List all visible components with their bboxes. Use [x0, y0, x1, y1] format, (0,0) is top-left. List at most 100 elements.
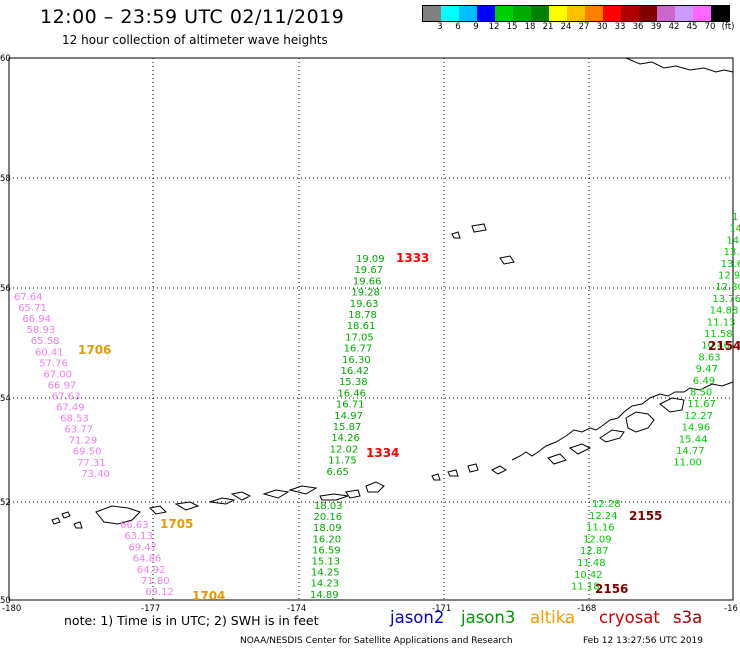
swh-value: 12.02 [330, 444, 359, 455]
swh-value: 16.77 [344, 344, 373, 355]
color-scale-label: 45 [686, 22, 698, 32]
color-scale-swatch [531, 6, 549, 21]
swh-value: 12.24 [589, 511, 618, 522]
color-scale-label: (ft) [721, 22, 735, 32]
swh-value: 73.40 [81, 469, 110, 480]
swh-value: 65.58 [31, 336, 60, 347]
swh-value: 14.26 [331, 433, 360, 444]
swh-value: 67.49 [56, 403, 85, 414]
swh-value: 13.76 [712, 294, 740, 305]
pass-time-label: 2155 [629, 509, 662, 523]
color-scale-label: 42 [668, 22, 680, 32]
swh-value: 17.05 [345, 332, 374, 343]
color-scale-swatch [657, 6, 675, 21]
x-tick-label: -168 [577, 604, 596, 614]
swh-value: 14 [726, 235, 739, 246]
alaska-peninsula-coast [511, 381, 734, 461]
satellite-legend-cryosat: cryosat [599, 608, 660, 627]
y-tick-label: 54 [0, 394, 11, 404]
map-subtitle: 12 hour collection of altimeter wave hei… [62, 33, 328, 47]
swh-value: 18.03 [314, 501, 343, 512]
color-scale-label: 24 [560, 22, 572, 32]
color-scale-label: 36 [632, 22, 644, 32]
coastlines [51, 57, 734, 529]
track-1704: 1704 [192, 589, 225, 603]
y-tick-label: 56 [0, 284, 11, 294]
map-frame [8, 57, 734, 601]
color-scale-swatch [675, 6, 693, 21]
track-1333: 19.0919.6719.6619.2819.6318.7818.6117.05… [327, 251, 430, 478]
map-title: 12:00 – 23:59 UTC 02/11/2019 [40, 6, 345, 28]
y-tick-label: 58 [0, 174, 11, 184]
swh-value: 11.00 [673, 458, 702, 469]
swh-value: 6.65 [327, 467, 349, 478]
swh-value: 16.42 [341, 366, 370, 377]
swh-value: 12.87 [580, 546, 609, 557]
swh-value: 14.89 [310, 590, 339, 601]
swh-value: 65.71 [18, 303, 47, 314]
satellite-legend-s3a: s3a [673, 608, 703, 627]
swh-value: 8.63 [698, 352, 720, 363]
rat-delarof-islands [262, 485, 349, 501]
islands-of-four-mountains [431, 463, 507, 481]
unimak-island [625, 411, 655, 433]
swh-value: 63.13 [124, 531, 153, 542]
swh-value: 15.13 [312, 557, 341, 568]
swh-value: 67.63 [52, 391, 81, 402]
swh-value: 77.31 [77, 458, 106, 469]
color-scale-swatch [585, 6, 603, 21]
swh-value: 66.94 [22, 314, 51, 325]
color-scale-label: 18 [524, 22, 536, 32]
swh-value: 16.30 [342, 355, 371, 366]
swh-value: 63.77 [64, 425, 93, 436]
color-scale-bar [422, 5, 730, 22]
swh-value: 11.13 [707, 317, 736, 328]
swh-value: 13.68 [721, 259, 740, 270]
pass-time-label: 1704 [192, 589, 225, 603]
color-scale-labels: 3 6 9 12 15 18 21 24 27 30 33 36 39 42 45 70 (ft) [422, 22, 734, 34]
color-scale-swatch [495, 6, 513, 21]
altimeter-tracks: 67.6465.7166.9458.9365.5860.4157.7667.00… [14, 212, 740, 603]
swh-value: 19.63 [350, 299, 379, 310]
color-scale-swatch [549, 6, 567, 21]
color-scale-swatch [603, 6, 621, 21]
attu-island [95, 505, 141, 525]
swh-value: 69.47 [128, 542, 157, 553]
swh-value: 15.87 [333, 422, 362, 433]
alaska-peninsula-tip [659, 397, 685, 413]
color-scale-label: 12 [488, 22, 500, 32]
y-tick-label: 52 [0, 498, 11, 508]
swh-value: 71.80 [141, 576, 170, 587]
footer-credit: NOAA/NESDIS Center for Satellite Applica… [240, 636, 513, 646]
swh-value: 69.50 [73, 447, 102, 458]
swh-value: 66.97 [48, 380, 77, 391]
pass-time-label: 2154 [708, 339, 740, 353]
swh-value: 14.88 [710, 306, 739, 317]
color-scale-label: 70 [704, 22, 716, 32]
swh-value: 1 [732, 212, 738, 223]
y-tick-label: 60 [0, 54, 11, 64]
color-scale-swatch [711, 6, 729, 21]
color-scale-swatch [621, 6, 639, 21]
track-1334: 18.0320.1618.0916.2016.5915.1314.2514.23… [310, 446, 399, 601]
satellite-legend-altika: altika [530, 608, 576, 627]
swh-value: 14.96 [682, 423, 711, 434]
x-tick-label: -177 [141, 604, 160, 614]
swh-value: 18.09 [313, 523, 342, 534]
y-axis-ticks: 60 58 56 54 52 50 [0, 54, 11, 606]
x-tick-label: -180 [2, 604, 21, 614]
color-scale-label: 3 [437, 22, 443, 32]
color-scale-swatch [441, 6, 459, 21]
satellite-legend-jason2: jason2 [390, 608, 445, 627]
color-scale-label: 39 [650, 22, 662, 32]
swh-value: 19.67 [354, 265, 383, 276]
swh-value: 64.86 [133, 554, 162, 565]
color-scale-swatch [513, 6, 531, 21]
swh-value: 12.80 [715, 282, 740, 293]
swh-value: 16.71 [336, 400, 365, 411]
color-scale-swatch [639, 6, 657, 21]
track-1706: 67.6465.7166.9458.9365.5860.4157.7667.00… [14, 292, 111, 480]
color-scale-label: 6 [455, 22, 461, 32]
